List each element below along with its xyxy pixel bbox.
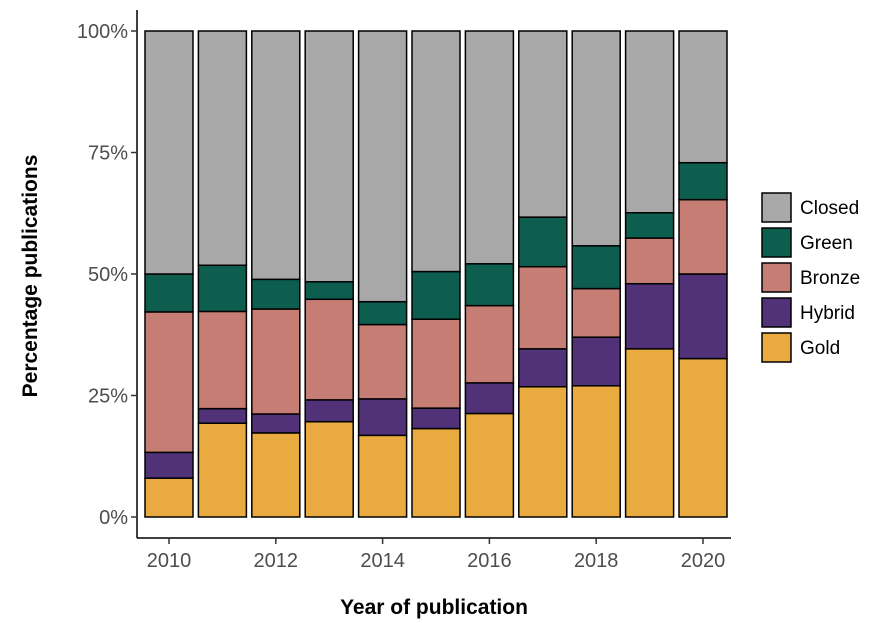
bar-segment-closed-2011: [197, 30, 248, 267]
bar-segment-hybrid-2010: [144, 451, 194, 479]
bar-segment-bronze-2020: [678, 198, 728, 275]
legend-item-gold: Gold: [761, 332, 840, 363]
y-tick-label: 25%: [88, 386, 128, 408]
x-tick-label: 2012: [254, 550, 299, 572]
bar-segment-green-2013: [304, 281, 354, 301]
bar-2018: [571, 30, 621, 518]
x-tick-label: 2018: [574, 550, 619, 572]
bar-segment-bronze-2011: [197, 310, 248, 410]
x-tick-label: 2010: [147, 550, 192, 572]
bar-segment-gold-2013: [304, 420, 354, 518]
legend-item-closed: Closed: [761, 192, 859, 223]
bar-2013: [304, 30, 354, 518]
bar-segment-green-2016: [464, 263, 515, 307]
bar-2015: [411, 30, 461, 518]
x-tick-label: 2016: [467, 550, 512, 572]
bar-2016: [464, 30, 515, 518]
bar-segment-gold-2017: [518, 386, 568, 518]
y-tick-label: 0%: [99, 507, 128, 529]
bar-segment-hybrid-2012: [251, 413, 301, 434]
y-tick-label: 100%: [77, 21, 128, 43]
legend-label: Green: [800, 233, 853, 254]
legend-item-hybrid: Hybrid: [761, 297, 855, 328]
bar-2011: [197, 30, 248, 518]
bar-segment-hybrid-2020: [678, 273, 728, 360]
bar-segment-closed-2012: [251, 30, 301, 281]
bar-segment-hybrid-2016: [464, 382, 515, 415]
bar-segment-bronze-2019: [624, 237, 675, 285]
bar-segment-green-2014: [357, 300, 408, 326]
bar-segment-hybrid-2014: [357, 398, 408, 437]
bars-group: [144, 30, 728, 518]
bar-segment-hybrid-2011: [197, 407, 248, 424]
bar-segment-hybrid-2015: [411, 407, 461, 430]
bar-segment-gold-2015: [411, 427, 461, 518]
bar-segment-green-2012: [251, 278, 301, 310]
bar-segment-bronze-2016: [464, 304, 515, 384]
bar-segment-gold-2010: [144, 477, 194, 518]
legend-item-green: Green: [761, 227, 853, 258]
bar-2012: [251, 30, 301, 518]
legend-label: Bronze: [800, 268, 860, 289]
bar-2019: [624, 30, 675, 518]
bar-segment-closed-2014: [357, 30, 408, 303]
bar-segment-gold-2020: [678, 357, 728, 518]
bar-segment-hybrid-2013: [304, 399, 354, 423]
legend-swatch: [761, 297, 792, 328]
bar-segment-bronze-2014: [357, 323, 408, 400]
bar-segment-bronze-2015: [411, 318, 461, 409]
bar-segment-bronze-2013: [304, 298, 354, 401]
bar-segment-closed-2017: [518, 30, 568, 218]
bar-segment-green-2020: [678, 161, 728, 201]
legend-label: Gold: [800, 338, 840, 359]
legend-label: Hybrid: [800, 303, 855, 324]
bar-segment-closed-2020: [678, 30, 728, 164]
bar-2017: [518, 30, 568, 518]
y-tick-label: 75%: [88, 143, 128, 165]
bar-segment-gold-2014: [357, 434, 408, 518]
legend-swatch: [761, 227, 792, 258]
legend: Closed Green Bronze Hybrid Gold: [761, 192, 860, 363]
x-axis-ticks: 2010 2012 2014 2016 2018 2020: [147, 538, 726, 572]
bar-segment-bronze-2010: [144, 311, 194, 454]
bar-segment-green-2015: [411, 270, 461, 320]
bar-segment-closed-2016: [464, 30, 515, 265]
bar-segment-gold-2019: [624, 348, 675, 518]
legend-swatch: [761, 192, 792, 223]
y-axis-title: Percentage publications: [19, 155, 42, 398]
bar-segment-green-2011: [197, 264, 248, 313]
bar-segment-gold-2011: [197, 422, 248, 518]
bar-segment-closed-2010: [144, 30, 194, 275]
bar-segment-closed-2018: [571, 30, 621, 247]
bar-segment-gold-2012: [251, 432, 301, 518]
bar-segment-green-2017: [518, 216, 568, 268]
x-tick-label: 2020: [681, 550, 726, 572]
bar-segment-bronze-2017: [518, 265, 568, 350]
bar-segment-hybrid-2017: [518, 348, 568, 388]
bar-2010: [144, 30, 194, 518]
bar-segment-bronze-2012: [251, 308, 301, 415]
bar-segment-hybrid-2018: [571, 336, 621, 387]
y-tick-label: 50%: [88, 264, 128, 286]
bar-segment-bronze-2018: [571, 287, 621, 338]
bar-segment-closed-2019: [624, 30, 675, 214]
bar-segment-hybrid-2019: [624, 282, 675, 350]
legend-swatch: [761, 332, 792, 363]
bar-2014: [357, 30, 408, 518]
legend-label: Closed: [800, 198, 859, 219]
bar-segment-closed-2015: [411, 30, 461, 273]
bar-segment-green-2019: [624, 212, 675, 239]
bar-segment-green-2018: [571, 245, 621, 290]
bar-segment-gold-2016: [464, 412, 515, 518]
bar-segment-green-2010: [144, 273, 194, 313]
x-tick-label: 2014: [360, 550, 405, 572]
x-axis-title: Year of publication: [340, 596, 528, 619]
bar-segment-gold-2018: [571, 385, 621, 518]
bar-2020: [678, 30, 728, 518]
legend-item-bronze: Bronze: [761, 262, 860, 293]
y-axis-ticks: 0% 25% 50% 75% 100%: [77, 21, 137, 529]
bar-segment-closed-2013: [304, 30, 354, 283]
legend-swatch: [761, 262, 792, 293]
